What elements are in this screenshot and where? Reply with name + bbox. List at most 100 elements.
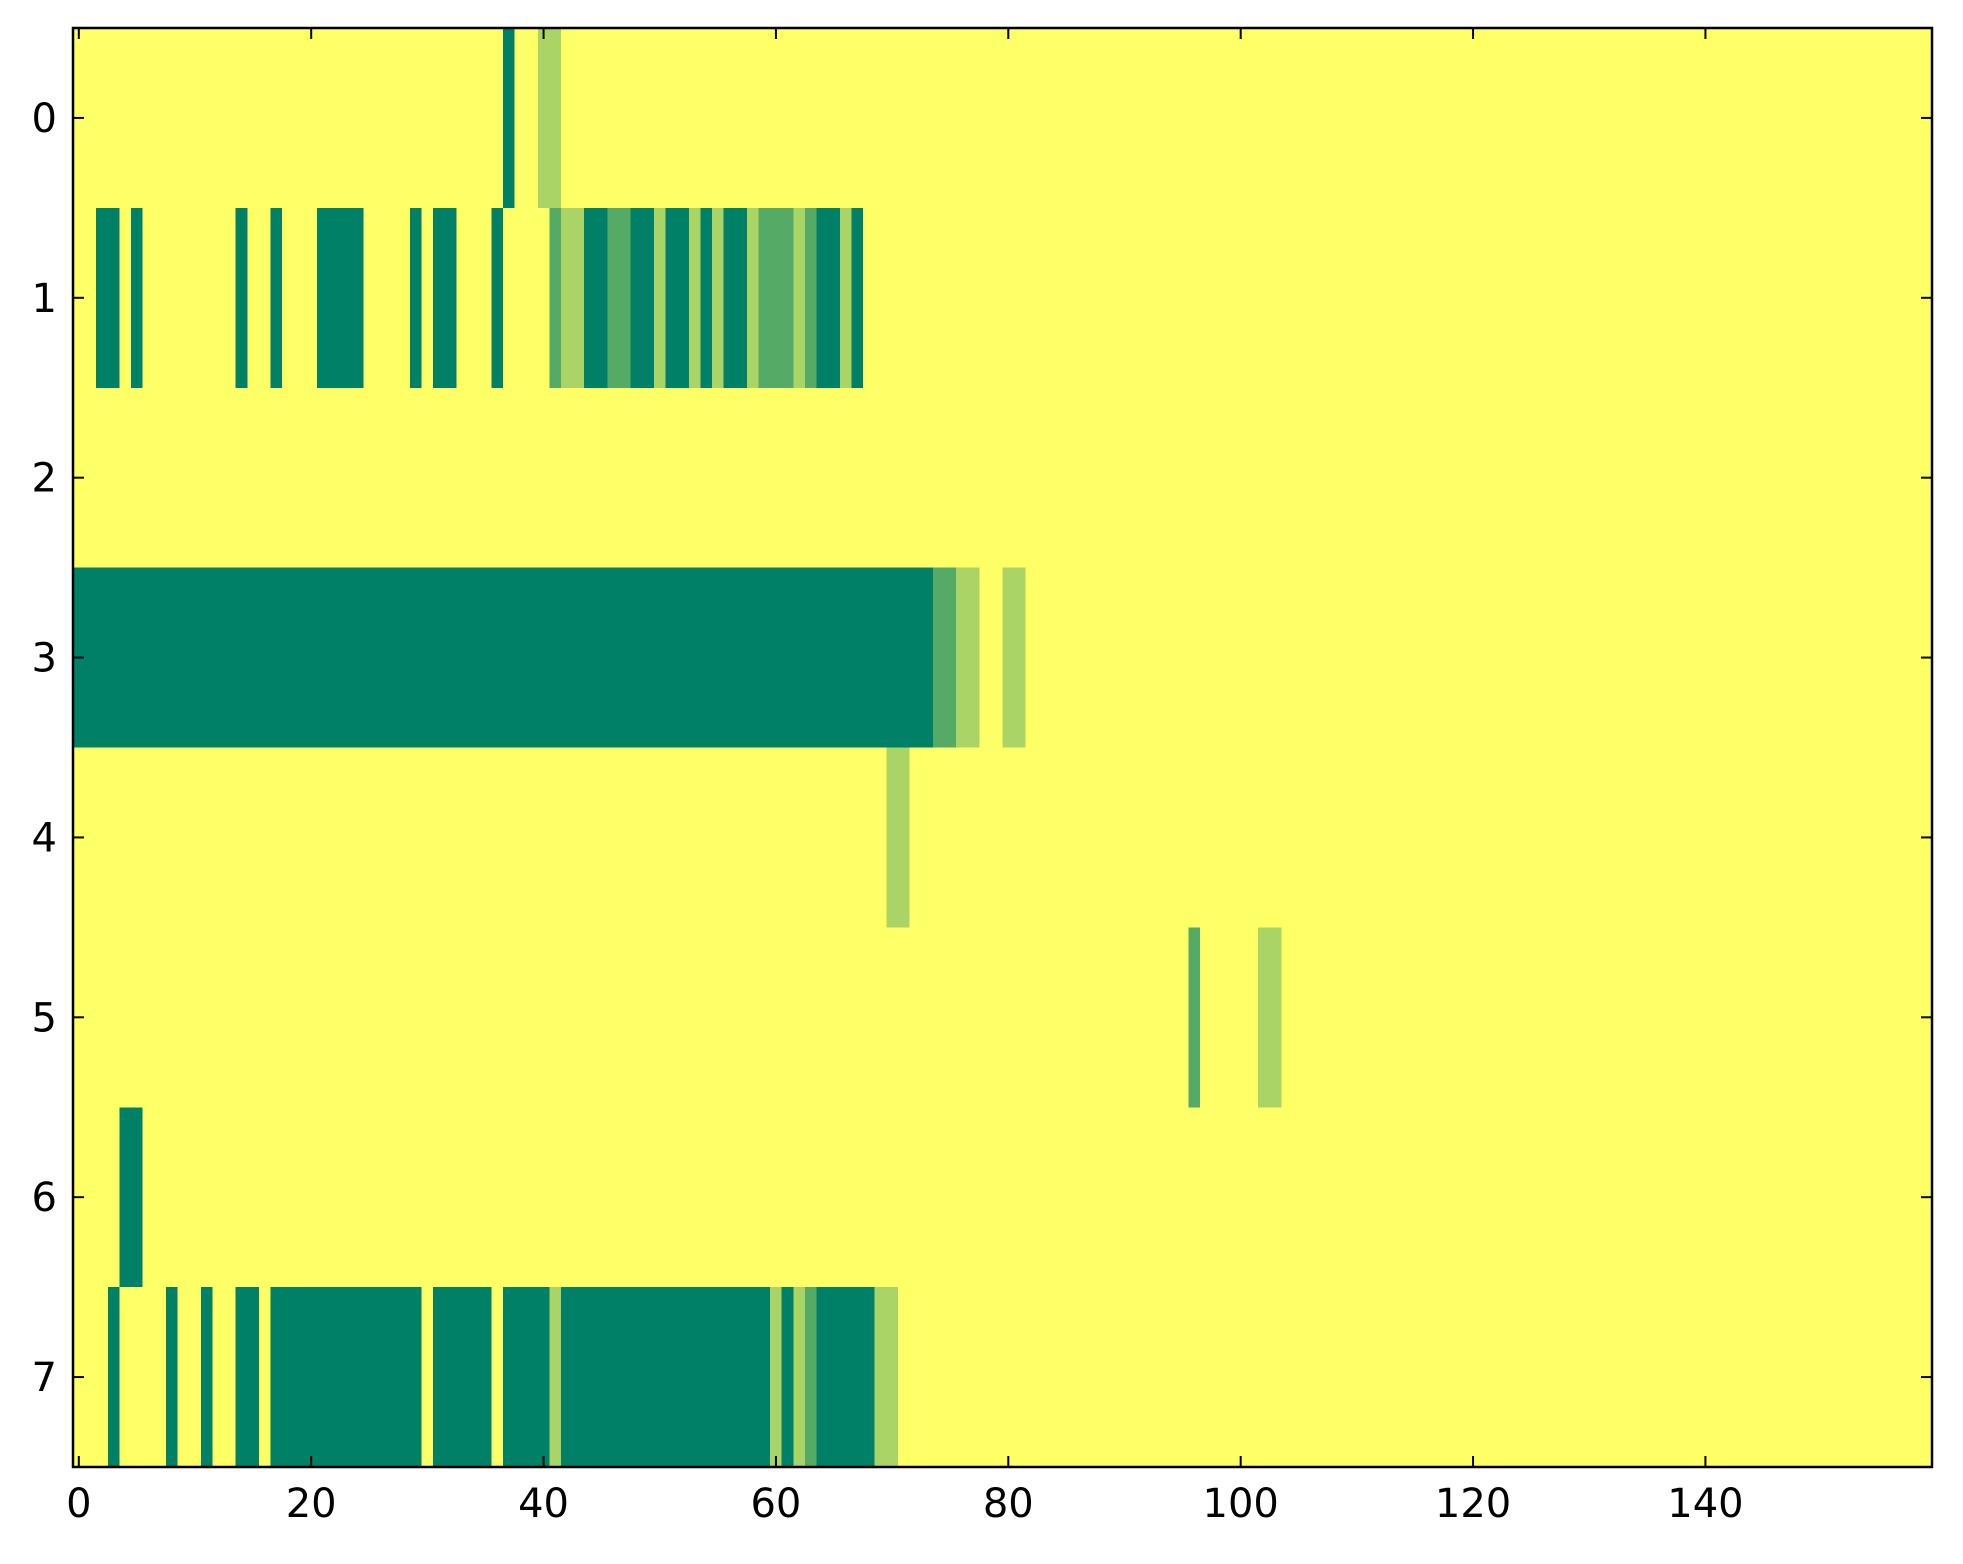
cell (1571, 1107, 1585, 1288)
cell (1409, 28, 1422, 209)
cell (270, 927, 283, 1108)
cell (595, 747, 609, 928)
cell (1153, 567, 1166, 749)
cell (863, 207, 876, 389)
cell (1629, 28, 1643, 209)
cell (1246, 747, 1259, 928)
cell (131, 567, 144, 749)
cell (1478, 1287, 1492, 1468)
cell (1664, 927, 1677, 1108)
cell (839, 1107, 853, 1288)
cell (967, 1107, 980, 1288)
cell (177, 927, 190, 1108)
cell (1653, 747, 1666, 928)
cell (328, 927, 341, 1108)
cell (1223, 927, 1236, 1108)
cell (712, 1107, 725, 1288)
cell (1478, 207, 1492, 389)
cell (746, 28, 760, 209)
cell (96, 747, 109, 928)
cell (1316, 1287, 1329, 1468)
cell (851, 1107, 864, 1288)
cell (1153, 927, 1166, 1108)
cell (1362, 207, 1375, 389)
cell (1444, 207, 1457, 389)
cell (1281, 1287, 1294, 1468)
cell (1025, 207, 1038, 389)
cell (1815, 207, 1829, 389)
cell (247, 207, 260, 389)
cell (863, 927, 876, 1108)
cell (328, 387, 341, 569)
cell (874, 1287, 887, 1468)
cell (851, 387, 864, 569)
cell (537, 927, 550, 1108)
cell (584, 28, 597, 209)
cell (630, 1287, 643, 1468)
cell (409, 207, 423, 389)
cell (1618, 927, 1631, 1108)
cell (653, 387, 667, 569)
cell (1223, 747, 1236, 928)
cell (839, 28, 853, 209)
cell (107, 1287, 121, 1468)
cell (653, 207, 667, 389)
cell (839, 747, 853, 928)
cell (1653, 28, 1666, 209)
cell (351, 387, 365, 569)
cell (1722, 28, 1736, 209)
cell (1118, 1287, 1131, 1468)
cell (1606, 747, 1619, 928)
cell (1664, 387, 1677, 569)
cell (1862, 927, 1875, 1108)
cell (1072, 1287, 1085, 1468)
cell (131, 207, 144, 389)
cell (956, 28, 969, 209)
cell (1734, 1287, 1747, 1468)
cell (537, 1107, 550, 1288)
cell (1525, 387, 1538, 569)
cell (456, 927, 469, 1108)
cell (398, 1287, 411, 1468)
cell (247, 567, 260, 749)
cell (526, 387, 539, 569)
cell (1885, 1287, 1898, 1468)
cell (363, 567, 376, 749)
cell (1304, 387, 1317, 569)
cell (456, 387, 469, 569)
cell (874, 927, 887, 1108)
cell (1107, 1287, 1120, 1468)
cell (758, 28, 771, 209)
cell (897, 927, 911, 1108)
cell (746, 207, 760, 389)
cell (1281, 387, 1294, 569)
cell (607, 1287, 620, 1468)
cell (1583, 207, 1596, 389)
cell (1374, 1287, 1387, 1468)
cell (990, 28, 1004, 209)
cell (921, 1287, 934, 1468)
cell (1420, 28, 1433, 209)
cell (549, 567, 562, 749)
cell (1211, 207, 1224, 389)
cell (1223, 207, 1236, 389)
cell (1653, 207, 1666, 389)
cell (619, 747, 632, 928)
cell (1618, 1287, 1631, 1468)
cell (270, 207, 283, 389)
cell (154, 28, 167, 209)
cell (491, 1107, 504, 1288)
cell (1246, 387, 1259, 569)
cell (1025, 1107, 1038, 1288)
cell (1722, 387, 1736, 569)
cell (770, 207, 783, 389)
cell (107, 927, 121, 1108)
cell (1502, 28, 1515, 209)
cell (921, 207, 934, 389)
cell (990, 567, 1004, 749)
cell (84, 747, 97, 928)
cell (990, 387, 1004, 569)
cell (1316, 747, 1329, 928)
cell (1409, 387, 1422, 569)
cell (781, 1287, 794, 1468)
